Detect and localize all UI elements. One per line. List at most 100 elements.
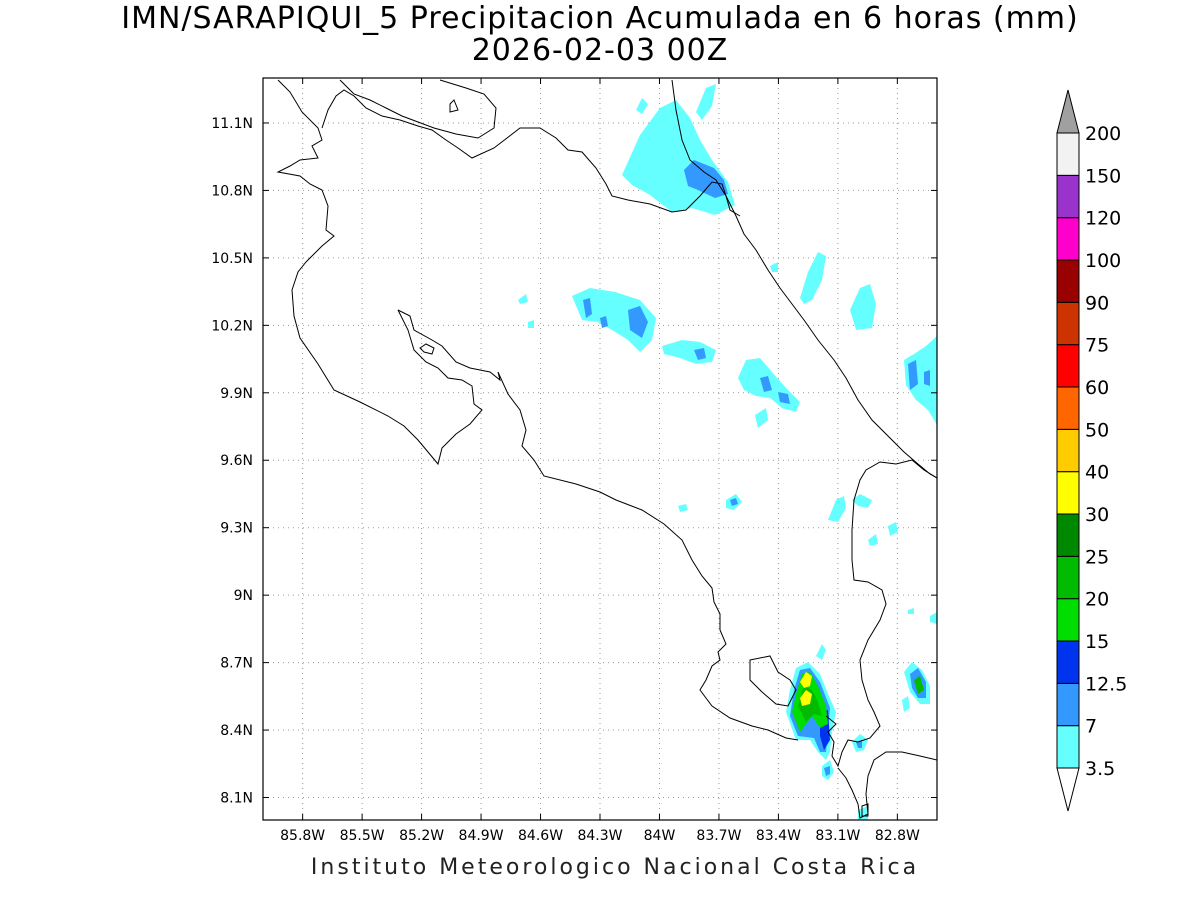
- lon-tick-label: 84.3W: [577, 828, 622, 844]
- lat-tick-label: 9.3N: [220, 521, 253, 537]
- coast-panama-south: [837, 751, 937, 819]
- coastline-osa: [749, 655, 797, 707]
- coastlines: [276, 79, 937, 819]
- colorbar-swatch: [1056, 259, 1080, 303]
- caribbean-coast: [671, 79, 937, 479]
- panama-islands: [861, 803, 869, 817]
- precip-area: [778, 392, 790, 404]
- precip-area: [850, 284, 876, 330]
- border-panama: [825, 459, 937, 768]
- precip-area: [828, 496, 846, 522]
- colorbar-label: 90: [1085, 292, 1109, 314]
- colorbar-label: 75: [1085, 335, 1109, 357]
- colorbar-label: 200: [1085, 123, 1121, 145]
- colorbar-swatch: [1056, 174, 1080, 219]
- precip-area: [662, 340, 716, 364]
- colorbar-swatch: [1056, 682, 1080, 727]
- lon-tick-label: 83.1W: [815, 828, 860, 844]
- lon-tick-label: 84.9W: [459, 828, 504, 844]
- colorbar-label: 25: [1085, 546, 1109, 568]
- map-datetime: 2026-02-03 00Z: [471, 33, 729, 68]
- coastline-gulf-nicoya: [397, 309, 799, 741]
- precip-area: [636, 98, 648, 114]
- colorbar-swatch: [1056, 386, 1080, 430]
- lon-tick-label: 83.7W: [696, 828, 741, 844]
- precip-area: [924, 370, 930, 386]
- colorbar-label: 7: [1085, 716, 1097, 738]
- precip-area: [908, 360, 918, 390]
- lon-tick-label: 85.2W: [399, 828, 444, 844]
- lake-shore: [339, 79, 497, 139]
- colorbar-over-arrow: [1056, 89, 1080, 134]
- colorbar-swatch: [1056, 428, 1080, 473]
- precip-area: [800, 690, 812, 706]
- precip-area: [868, 534, 878, 546]
- lat-tick-label: 8.4N: [220, 723, 253, 739]
- lat-tick-label: 11.1N: [211, 116, 253, 132]
- colorbar-swatch: [1056, 555, 1080, 600]
- colorbar-label: 3.5: [1085, 758, 1115, 780]
- colorbar-label: 60: [1085, 377, 1109, 399]
- lat-tick-label: 10.8N: [211, 183, 253, 199]
- precip-area: [622, 100, 735, 215]
- precip-area: [908, 608, 914, 614]
- colorbar-swatch: [1056, 598, 1080, 642]
- precip-area: [518, 294, 528, 304]
- colorbar-label: 40: [1085, 462, 1109, 484]
- precip-area: [914, 676, 924, 694]
- precip-area: [628, 306, 648, 338]
- lat-tick-label: 8.7N: [220, 656, 253, 672]
- island-small: [449, 99, 459, 113]
- lon-tick-label: 84.6W: [518, 828, 563, 844]
- colorbar-swatch: [1056, 640, 1080, 684]
- lat-tick-label: 10.2N: [211, 318, 253, 334]
- lon-tick-label: 85.8W: [280, 828, 325, 844]
- colorbar-swatch: [1056, 344, 1080, 388]
- precip-area: [800, 252, 826, 304]
- lon-tick-label: 85.5W: [340, 828, 385, 844]
- colorbar-label: 100: [1085, 250, 1121, 272]
- island: [419, 343, 435, 355]
- precip-area: [572, 288, 656, 352]
- colorbar-swatch: [1056, 513, 1080, 557]
- precip-area: [824, 766, 830, 776]
- colorbar-label: 50: [1085, 419, 1109, 441]
- colorbar-swatch: [1056, 725, 1080, 769]
- colorbar-label: 120: [1085, 208, 1121, 230]
- precip-area: [696, 84, 716, 120]
- colorbar-under-arrow: [1056, 767, 1080, 812]
- precip-area: [800, 672, 812, 688]
- colorbar-label: 12.5: [1085, 673, 1127, 695]
- lat-tick-label: 9.9N: [220, 386, 253, 402]
- colorbar-swatch: [1056, 132, 1080, 176]
- precip-area: [770, 262, 778, 272]
- lat-tick-label: 9.6N: [220, 453, 253, 469]
- precip-area: [694, 348, 706, 360]
- precip-area: [583, 298, 592, 318]
- colorbar-label: 15: [1085, 631, 1109, 653]
- lon-tick-label: 83.4W: [756, 828, 801, 844]
- grid-lines: [263, 78, 937, 820]
- lat-tick-label: 10.5N: [211, 251, 253, 267]
- lat-tick-label: 8.1N: [220, 791, 253, 807]
- colorbar-label: 30: [1085, 504, 1109, 526]
- map-title: IMN/SARAPIQUI_5 Precipitacion Acumulada …: [121, 1, 1079, 36]
- precipitation-areas: [518, 84, 937, 820]
- precip-area: [760, 376, 772, 392]
- lat-tick-label: 9N: [234, 588, 253, 604]
- credit-text: Instituto Meteorologico Nacional Costa R…: [310, 855, 920, 880]
- precip-area: [678, 504, 688, 512]
- coastline-north-pacific: [276, 79, 483, 466]
- precip-area: [902, 696, 910, 712]
- precip-area: [730, 498, 738, 506]
- precip-area: [755, 408, 768, 428]
- precip-area: [888, 522, 898, 536]
- colorbar-label: 150: [1085, 165, 1121, 187]
- border-nicaragua: [321, 89, 741, 217]
- precip-area: [904, 336, 937, 425]
- precip-area: [528, 320, 534, 328]
- colorbar-legend: 3.5 7 12.5 15 20 25 30 40 50 60 75 90 100 120 150 200: [1056, 89, 1127, 812]
- precip-area: [852, 494, 872, 508]
- precip-area: [816, 644, 826, 660]
